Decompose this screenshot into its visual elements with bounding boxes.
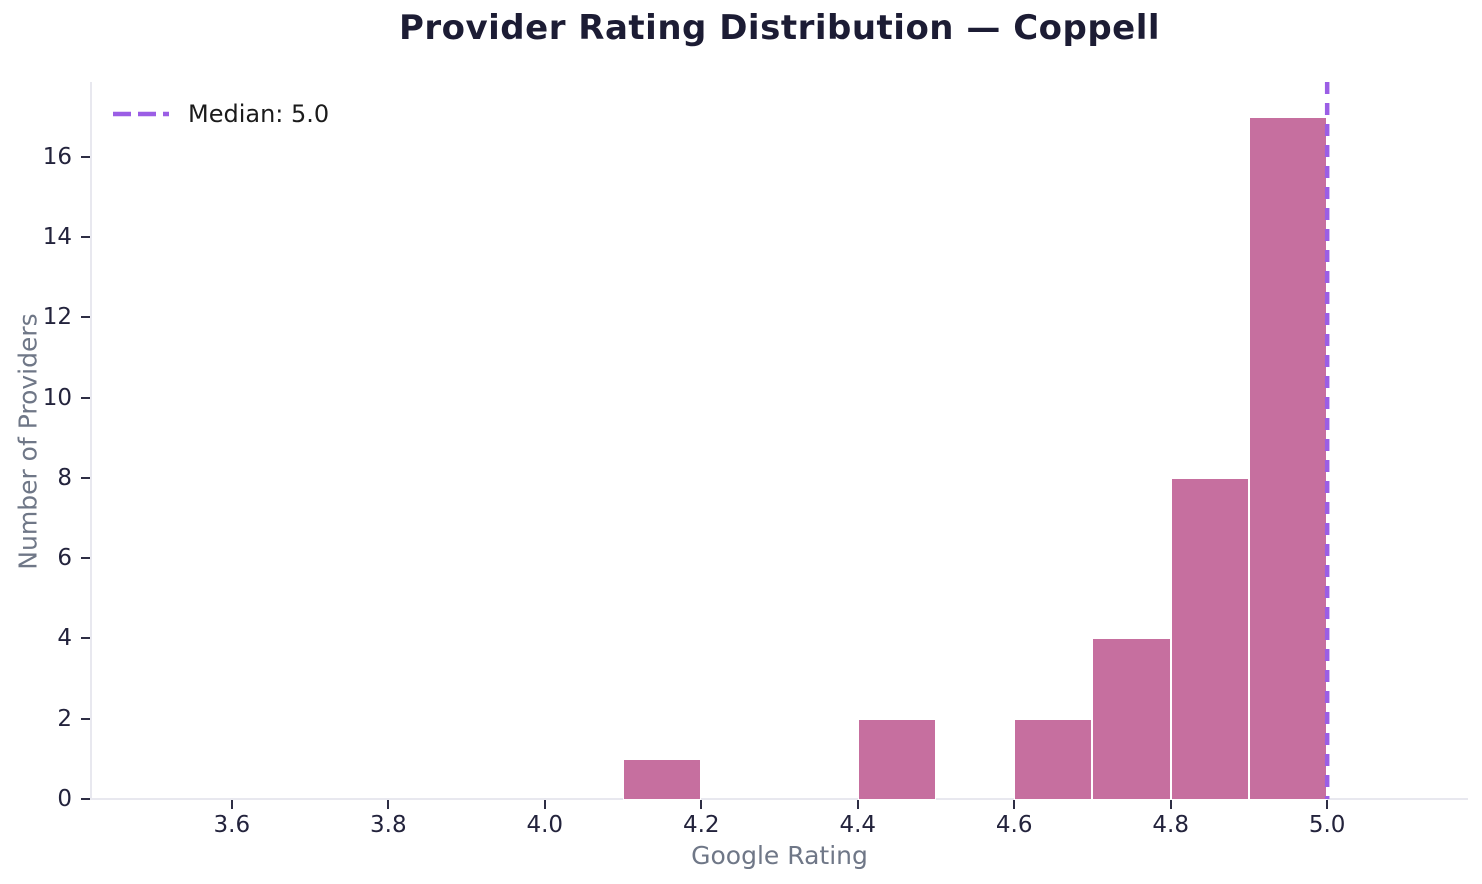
y-tick-mark — [81, 316, 90, 319]
y-tick-mark — [81, 798, 90, 800]
y-tick-mark — [81, 396, 90, 399]
histogram-bar — [857, 718, 936, 800]
x-tick-label: 4.6 — [995, 812, 1033, 838]
x-tick-label: 4.2 — [682, 812, 720, 838]
histogram-bar — [1170, 477, 1249, 800]
x-tick-mark — [1169, 800, 1172, 809]
y-tick-mark — [81, 637, 90, 640]
y-tick-mark — [81, 476, 90, 479]
x-tick-mark — [856, 800, 859, 809]
legend: Median: 5.0 — [111, 96, 329, 132]
histogram-bar — [1092, 638, 1171, 800]
x-tick-mark — [387, 800, 390, 809]
histogram-bar — [1014, 718, 1093, 800]
legend-median-line-swatch — [113, 111, 169, 117]
chart-title: Provider Rating Distribution — Coppell — [398, 8, 1161, 48]
legend-label: Median: 5.0 — [188, 100, 330, 128]
x-tick-label: 4.4 — [839, 812, 877, 838]
y-tick-mark — [81, 155, 90, 158]
y-tick-mark — [81, 557, 90, 560]
x-tick-mark — [700, 800, 703, 809]
histogram-bar — [1248, 116, 1328, 800]
y-axis-title: Number of Providers — [13, 313, 43, 570]
x-tick-mark — [543, 800, 546, 809]
x-tick-label: 4.8 — [1152, 812, 1189, 838]
y-tick-label: 6 — [57, 545, 72, 572]
x-tick-label: 3.6 — [213, 812, 251, 838]
y-tick-label: 2 — [57, 705, 72, 732]
x-axis-title: Google Rating — [691, 841, 868, 870]
y-tick-label: 14 — [42, 223, 72, 250]
x-tick-label: 5.0 — [1308, 812, 1346, 838]
y-tick-label: 4 — [57, 625, 72, 652]
y-tick-label: 10 — [42, 384, 72, 411]
y-tick-label: 0 — [57, 786, 72, 812]
x-tick-mark — [230, 800, 233, 809]
y-tick-label: 16 — [42, 143, 72, 170]
x-tick-mark — [1013, 800, 1016, 809]
y-tick-label: 12 — [42, 304, 72, 331]
y-tick-label: 8 — [57, 464, 72, 491]
x-tick-mark — [1326, 800, 1329, 809]
x-tick-label: 3.8 — [370, 812, 407, 838]
y-tick-mark — [81, 235, 90, 238]
histogram-bar — [623, 758, 702, 800]
x-tick-label: 4.0 — [526, 812, 564, 838]
x-axis-spine — [90, 798, 1468, 800]
y-tick-mark — [81, 717, 90, 720]
y-axis-spine — [90, 82, 92, 800]
